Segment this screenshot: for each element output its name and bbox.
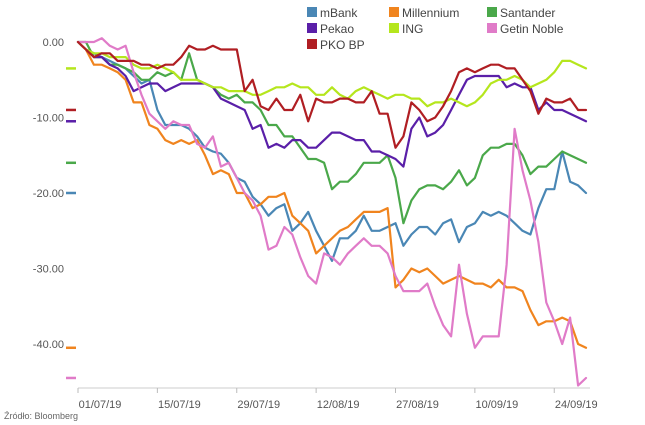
legend-label: Santander xyxy=(500,6,555,20)
series-line-getin-noble xyxy=(76,37,588,387)
y-tick-label: 0.00 xyxy=(43,37,64,49)
series-layer xyxy=(76,37,588,387)
y-tick-label: -10.00 xyxy=(33,113,64,125)
series-line-ing xyxy=(76,40,588,108)
y-end-markers xyxy=(66,67,76,380)
y-tick-label: -20.00 xyxy=(33,188,64,200)
legend-label: Pekao xyxy=(320,22,354,36)
legend-label: Getin Noble xyxy=(500,22,564,36)
legend-label: Millennium xyxy=(402,6,459,20)
series-line-santander xyxy=(76,40,588,225)
x-tick-label: 24/09/19 xyxy=(555,399,598,411)
y-tick-label: -30.00 xyxy=(33,264,64,276)
legend-swatch xyxy=(307,7,317,17)
legend-swatch xyxy=(389,7,399,17)
x-tick-label: 27/08/19 xyxy=(396,399,439,411)
legend-swatch xyxy=(487,23,497,33)
legend-label: ING xyxy=(402,22,423,36)
legend-swatch xyxy=(307,39,317,49)
x-tick-label: 12/08/19 xyxy=(317,399,360,411)
legend-label: mBank xyxy=(320,6,358,20)
x-tick-label: 10/09/19 xyxy=(475,399,518,411)
x-axis: 01/07/19 15/07/19 29/07/19 12/08/19 27/08/19… xyxy=(77,388,598,411)
y-axis: 0.00 -10.00 -20.00 -30.00 -40.00 xyxy=(33,37,64,351)
series-line-pekao xyxy=(76,40,588,168)
legend-swatch xyxy=(307,23,317,33)
x-tick-label: 01/07/19 xyxy=(79,399,122,411)
series-line-mbank xyxy=(76,40,588,262)
source-note: Źródło: Bloomberg xyxy=(4,411,79,421)
legend: mBank Millennium Santander Pekao ING Getin No… xyxy=(307,6,564,52)
legend-swatch xyxy=(389,23,399,33)
series-line-millennium xyxy=(76,40,588,349)
x-tick-label: 15/07/19 xyxy=(158,399,201,411)
y-tick-label: -40.00 xyxy=(33,339,64,351)
legend-swatch xyxy=(487,7,497,17)
series-line-pko-bp xyxy=(76,40,588,149)
legend-label: PKO BP xyxy=(320,38,365,52)
x-tick-label: 29/07/19 xyxy=(237,399,280,411)
